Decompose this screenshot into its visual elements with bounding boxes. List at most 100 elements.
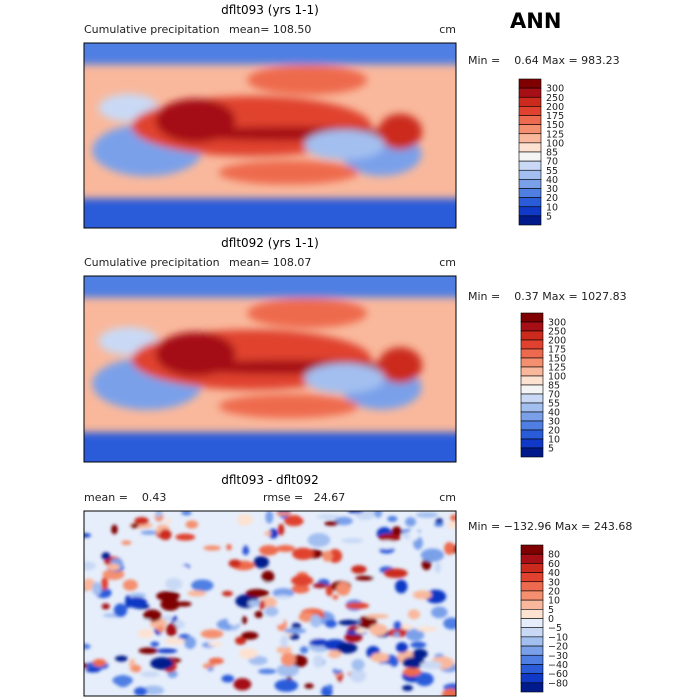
map-blob	[218, 394, 359, 419]
map-blob	[375, 540, 398, 549]
map-blob	[443, 617, 456, 630]
map-blob	[156, 648, 178, 654]
panel-stat: rmse = 24.67	[263, 491, 345, 504]
panel-units: cm	[439, 491, 456, 504]
colorbar-box	[518, 106, 542, 116]
map-blob	[245, 588, 270, 598]
map-blob	[241, 631, 259, 640]
panel-range: Min = 0.64 Max = 983.23	[468, 54, 620, 67]
colorbar-box	[520, 572, 544, 583]
colorbar-box	[520, 627, 544, 638]
panel-title: dflt093 (yrs 1-1)	[221, 3, 319, 17]
map-blob	[187, 590, 207, 597]
panel-range: Min = 0.37 Max = 1027.83	[468, 290, 627, 303]
map-band	[84, 43, 456, 65]
map-blob	[155, 511, 163, 518]
map-blob	[155, 98, 236, 143]
colorbar-label: 0	[548, 614, 554, 625]
panel-subtitle: Cumulative precipitation	[84, 256, 220, 269]
colorbar-box	[520, 339, 544, 350]
map-blob	[291, 584, 310, 594]
colorbar-box	[520, 645, 544, 656]
map-blob	[276, 646, 292, 654]
colorbar-box	[520, 609, 544, 619]
map-blob	[185, 520, 199, 529]
colorbar-label: 30	[546, 184, 558, 195]
map-blob	[208, 657, 224, 665]
colorbar-box	[518, 188, 542, 198]
map-band	[84, 276, 456, 298]
colorbar-label: −60	[548, 669, 568, 680]
map-blob	[344, 632, 363, 643]
map-blob	[410, 641, 427, 649]
map-blob	[160, 598, 180, 611]
map-blob	[275, 594, 292, 599]
colorbar-label: 70	[548, 390, 560, 401]
colorbar-label: 40	[548, 408, 560, 419]
map-blob	[284, 515, 304, 527]
colorbar-box	[520, 654, 544, 665]
map-blob	[434, 562, 442, 574]
colorbar-label: 60	[548, 559, 560, 570]
colorbar-label: 5	[548, 605, 554, 616]
colorbar-box	[520, 563, 544, 573]
colorbar-box	[520, 312, 544, 323]
map-blob	[316, 514, 340, 520]
map-blob	[291, 622, 302, 630]
map-blob	[324, 520, 339, 526]
map-blob	[131, 664, 142, 673]
map-blob	[304, 683, 314, 689]
colorbar-label: 10	[546, 202, 558, 213]
colorbar-label: 30	[548, 577, 560, 588]
colorbar-box	[518, 142, 542, 153]
colorbar-box	[520, 599, 544, 610]
map-blob	[115, 674, 131, 688]
map-blob	[307, 533, 331, 548]
map-blob	[122, 579, 138, 591]
map-blob	[336, 581, 351, 596]
map-blob	[175, 601, 192, 607]
map-field	[84, 276, 456, 462]
colorbar-box	[520, 581, 544, 592]
map-blob	[378, 113, 423, 150]
map-blob	[345, 602, 370, 610]
map-blob	[247, 298, 368, 329]
season-title: ANN	[510, 9, 561, 33]
map-blob	[101, 577, 109, 591]
map-blob	[334, 516, 353, 526]
map-blob	[258, 600, 266, 610]
colorbar-label: 5	[546, 211, 552, 222]
map-blob	[374, 511, 383, 518]
map-blob	[383, 568, 408, 578]
colorbar-box	[520, 321, 544, 332]
panel-stat: mean = 0.43	[84, 491, 166, 504]
map-frame	[83, 42, 457, 229]
map-blob	[370, 652, 390, 663]
map-blob	[387, 515, 398, 522]
colorbar-label: 125	[546, 129, 564, 140]
colorbar-box	[520, 411, 544, 422]
map-blob	[207, 642, 223, 647]
colorbar-box	[520, 429, 544, 440]
map-frame	[83, 510, 457, 697]
colorbar-label: 30	[548, 417, 560, 428]
colorbar-box	[520, 618, 544, 628]
map-blob	[200, 629, 224, 639]
map-blob	[130, 523, 139, 529]
colorbar-box	[518, 124, 542, 135]
map-blob	[113, 603, 128, 617]
map-blob	[444, 542, 455, 555]
colorbar-label: 175	[546, 111, 564, 122]
map-blob	[341, 537, 364, 544]
colorbar-label: 55	[546, 166, 558, 177]
map-blob	[349, 669, 367, 683]
colorbar-label: 70	[546, 157, 558, 168]
map-blob	[155, 332, 236, 377]
map-blob	[313, 654, 324, 668]
colorbar-label: 125	[548, 363, 566, 374]
map-blob	[351, 658, 365, 671]
map-blob	[236, 513, 253, 526]
map-blob	[111, 524, 118, 535]
map-blob	[274, 679, 299, 692]
